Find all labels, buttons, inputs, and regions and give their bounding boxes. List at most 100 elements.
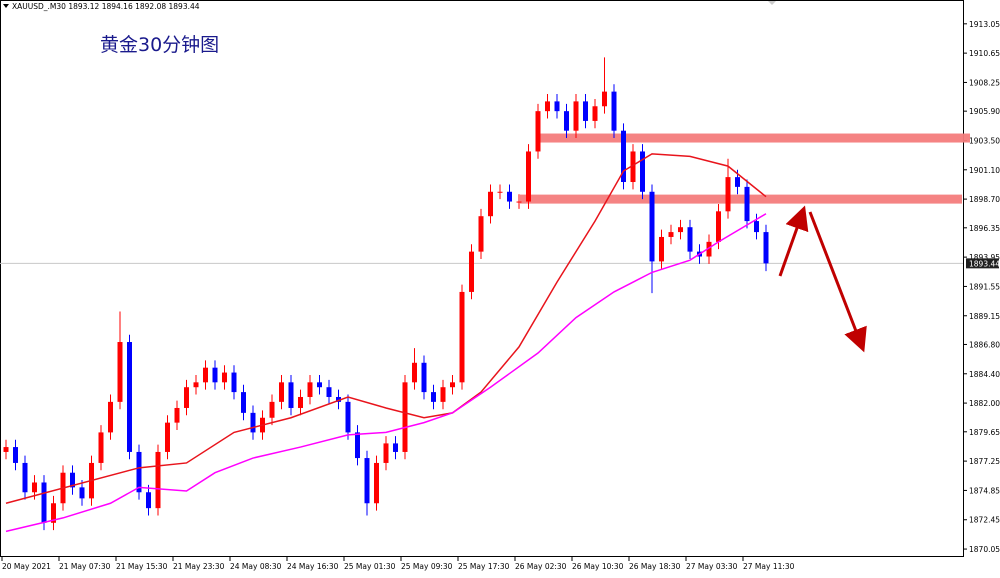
candle-body — [51, 503, 56, 523]
x-tick-label: 20 May 2021 — [2, 562, 51, 571]
candle-body — [440, 387, 446, 402]
candle-body — [516, 201, 522, 203]
candle-body — [383, 443, 389, 463]
y-tick-label: 1874.85 — [969, 486, 1000, 495]
y-tick-label: 1884.40 — [969, 370, 1000, 379]
candle-body — [412, 362, 417, 383]
candle-body — [583, 101, 588, 121]
x-tick-label: 27 May 03:30 — [686, 562, 738, 571]
x-tick-label: 24 May 08:30 — [230, 562, 282, 571]
x-tick-label: 21 May 15:30 — [116, 562, 168, 571]
y-tick-label: 1886.80 — [969, 340, 1000, 349]
candle-body — [336, 396, 341, 402]
y-tick-label: 1877.25 — [969, 457, 1000, 466]
candle-body — [108, 401, 113, 433]
candle-body — [269, 401, 275, 418]
y-tick-label: 1910.65 — [969, 49, 1000, 58]
y-tick-label: 1891.55 — [969, 282, 1000, 291]
candle-body — [716, 211, 721, 242]
candle-body — [507, 191, 512, 202]
candle-body — [79, 487, 85, 499]
candle-body — [146, 492, 151, 509]
candle-body — [744, 186, 750, 222]
candle-body — [279, 382, 284, 402]
y-tick-label: 1901.10 — [969, 166, 1000, 175]
menu-icon — [3, 4, 9, 8]
candle-body — [288, 382, 294, 408]
y-tick-label: 1870.05 — [969, 545, 1000, 554]
candle-body — [573, 101, 579, 131]
candle-body — [649, 191, 655, 262]
x-tick-label: 21 May 07:30 — [59, 562, 111, 571]
zone — [520, 194, 962, 204]
candle-body — [431, 392, 436, 402]
candle-body — [307, 382, 313, 397]
candle-body — [754, 221, 759, 233]
candle-body — [231, 372, 237, 393]
candle-body — [345, 401, 351, 433]
candle-body — [117, 342, 123, 402]
candle-body — [22, 462, 28, 493]
candle-body — [326, 387, 332, 397]
candle-body — [735, 177, 740, 187]
candle-body — [98, 432, 104, 463]
last-price-label: 1893.44 — [969, 259, 1000, 268]
chart-title: XAUUSD_.M30 1893.12 1894.16 1892.08 1893… — [12, 2, 200, 11]
candle-body — [32, 482, 37, 493]
candle-body — [222, 372, 227, 383]
x-tick-label: 21 May 23:30 — [173, 562, 225, 571]
y-tick-label: 1896.35 — [969, 224, 1000, 233]
candle-body — [193, 382, 199, 388]
x-tick-label: 26 May 10:30 — [572, 562, 624, 571]
x-tick-label: 25 May 09:30 — [401, 562, 453, 571]
candle-body — [3, 447, 9, 452]
candle-body — [497, 191, 503, 193]
candle-body — [250, 412, 256, 433]
candle-body — [174, 407, 180, 423]
x-tick-label: 27 May 11:30 — [743, 562, 795, 571]
y-tick-label: 1913.05 — [969, 20, 1000, 29]
candle-body — [640, 151, 645, 192]
candle-body — [127, 342, 132, 452]
candle-body — [212, 367, 218, 383]
y-tick-label: 1905.90 — [969, 107, 1000, 116]
candle-body — [469, 251, 474, 292]
x-tick-label: 26 May 02:30 — [515, 562, 567, 571]
candle-body — [659, 236, 664, 262]
arrow-down — [808, 211, 867, 353]
candle-body — [41, 482, 47, 523]
candle-body — [450, 382, 455, 388]
candle-body — [13, 447, 18, 463]
candle-body — [364, 458, 370, 504]
candle-body — [611, 91, 617, 131]
candle-body — [155, 451, 161, 509]
candle-body — [355, 432, 360, 459]
candle-body — [602, 91, 607, 107]
zone — [538, 133, 970, 143]
arrows — [778, 205, 867, 353]
candle-body — [70, 472, 75, 488]
x-tick-label: 26 May 18:30 — [629, 562, 681, 571]
candle-body — [298, 396, 303, 408]
last-price-box — [966, 258, 999, 269]
candle-body — [374, 462, 379, 504]
candle-body — [535, 111, 541, 152]
candle-body — [165, 422, 170, 452]
y-tick-label: 1882.00 — [969, 399, 1000, 408]
candle-body — [317, 382, 322, 388]
y-tick-label: 1879.65 — [969, 428, 1000, 437]
candle-body — [668, 232, 674, 237]
y-tick-label: 1893.95 — [969, 253, 1000, 262]
y-tick-label: 1908.25 — [969, 78, 1000, 87]
candle-body — [678, 227, 683, 233]
candle-body — [630, 151, 636, 183]
x-tick-label: 24 May 16:30 — [287, 562, 339, 571]
candle-body — [203, 367, 208, 383]
candle-body — [402, 382, 408, 452]
candle-body — [393, 443, 398, 452]
y-tick-label: 1898.70 — [969, 195, 1000, 204]
arrow-up — [778, 205, 809, 277]
candle-body — [184, 387, 189, 408]
candle-body — [687, 227, 693, 252]
